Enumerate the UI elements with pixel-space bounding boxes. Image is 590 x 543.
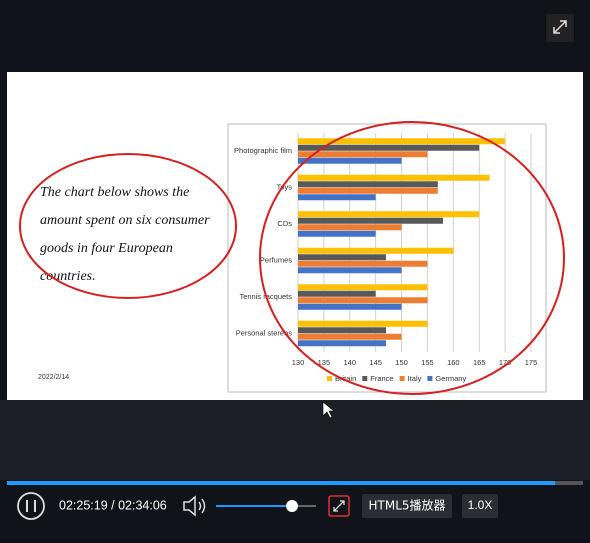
legend-swatch [399, 376, 405, 381]
y-tick-label: Photographic film [234, 146, 292, 155]
bar [298, 297, 428, 304]
x-tick-label: 175 [525, 358, 538, 367]
bar [298, 303, 402, 310]
pause-button[interactable] [17, 492, 45, 520]
video-bottom [0, 400, 590, 480]
bar [298, 181, 438, 188]
legend-swatch [327, 376, 332, 381]
slide-text: The chart below shows the amount spent on… [40, 185, 210, 284]
bar [298, 230, 376, 237]
y-tick-label: Personal stereos [236, 329, 293, 338]
speed-box[interactable] [462, 494, 498, 518]
bar [298, 211, 480, 218]
x-tick-label: 150 [395, 358, 408, 367]
chart-frame [227, 123, 547, 393]
bar [298, 290, 376, 297]
legend-swatch [427, 376, 433, 381]
bar [298, 260, 428, 267]
progress-played [7, 481, 555, 485]
pip-button[interactable] [328, 495, 350, 517]
bar [298, 217, 443, 224]
x-tick-label: 170 [499, 358, 512, 367]
volume-button[interactable] [183, 495, 206, 517]
bar [298, 327, 387, 334]
bar [298, 254, 387, 261]
speed[interactable]: 1.0X [468, 498, 493, 512]
text-line: countries. [40, 269, 96, 284]
volume-thumb[interactable] [286, 500, 298, 512]
bar [298, 320, 428, 327]
player-name[interactable]: HTML5播放器 [368, 498, 445, 513]
bar [298, 157, 402, 164]
x-tick-label: 135 [318, 358, 331, 367]
legend-label: France [370, 374, 393, 383]
bar [298, 194, 376, 201]
bar [298, 284, 428, 291]
text-line: amount spent on six consumer [40, 213, 210, 228]
y-tick-label: Toys [277, 183, 293, 192]
bar [298, 267, 402, 274]
y-tick-label: CDs [277, 219, 292, 228]
x-tick-label: 160 [447, 358, 460, 367]
bar [298, 224, 402, 231]
text-line: goods in four European [40, 241, 173, 256]
volume-level [216, 505, 292, 507]
bar [298, 333, 402, 340]
pause-icon [26, 500, 36, 512]
player-name-box[interactable] [362, 494, 452, 518]
annotation [19, 153, 237, 299]
cursor [322, 401, 335, 419]
legend-label: Italy [408, 374, 422, 383]
y-tick-label: Perfumes [260, 256, 292, 265]
annotation [259, 121, 565, 395]
chart: 130 135 140 145 150 155 160 165 170 175 Photograph… [234, 133, 537, 383]
x-tick-label: 145 [369, 358, 382, 367]
fullscreen-icon [553, 20, 567, 34]
x-tick-label: 155 [421, 358, 434, 367]
bar [298, 247, 454, 254]
time: 02:25:19 / 02:34:06 [59, 498, 167, 512]
bar [298, 144, 480, 151]
x-tick-label: 140 [344, 358, 357, 367]
legend-swatch [362, 376, 368, 381]
x-tick-label: 165 [473, 358, 486, 367]
bar [298, 138, 506, 145]
bar [298, 151, 428, 158]
slide-date: 2022/2/14 [38, 374, 69, 381]
legend-label: Britain [335, 374, 356, 383]
bar [298, 340, 387, 347]
bar [298, 174, 490, 181]
bar [298, 187, 438, 194]
text-line: The chart below shows the [40, 185, 189, 200]
x-tick-label: 130 [292, 358, 305, 367]
pip-icon [333, 500, 345, 512]
legend-label: Germany [435, 374, 466, 383]
